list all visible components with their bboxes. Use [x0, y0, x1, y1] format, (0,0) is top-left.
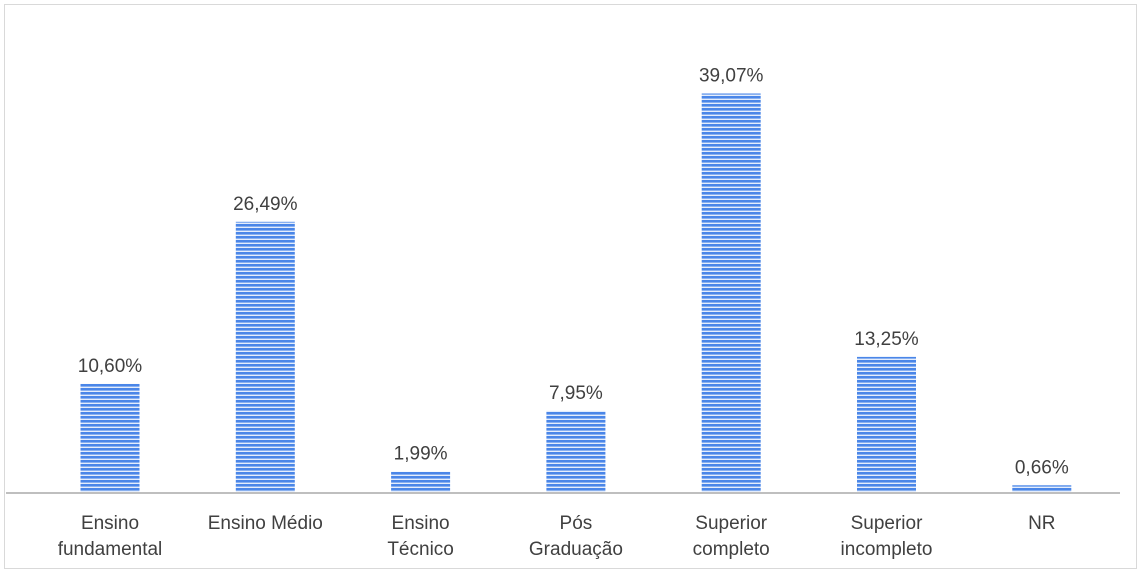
category-label-4-line-0: Superior: [695, 513, 767, 534]
bar-2: [391, 471, 451, 492]
data-label-1: 26,49%: [233, 194, 298, 215]
category-label-2-line-0: Ensino: [392, 513, 450, 534]
data-label-2: 1,99%: [394, 444, 448, 465]
labels-layer: 10,60% 26,49% 1,99% 7,95% 39,07% 13,25% 0,66%: [78, 66, 1069, 479]
bar-4: [701, 93, 761, 492]
bar-0: [80, 383, 140, 492]
data-label-4: 39,07%: [699, 66, 764, 87]
category-label-3-line-0: Pós: [560, 513, 593, 534]
data-label-3: 7,95%: [549, 383, 603, 404]
data-label-5: 13,25%: [854, 329, 919, 350]
bar-6: [1012, 485, 1072, 492]
bars-layer: [80, 93, 1072, 493]
category-label-1-line-0: Ensino Médio: [208, 513, 323, 534]
data-label-6: 0,66%: [1015, 457, 1069, 478]
bar-5: [857, 356, 916, 492]
category-label-5-line-1: incompleto: [841, 539, 933, 560]
category-label-2-line-1: Técnico: [387, 539, 454, 560]
category-label-3-line-1: Graduação: [529, 539, 623, 560]
bar-1: [235, 221, 295, 493]
bar-3: [546, 410, 606, 492]
data-label-0: 10,60%: [78, 356, 143, 377]
category-label-4-line-1: completo: [693, 539, 770, 560]
category-label-0-line-1: fundamental: [58, 539, 163, 560]
category-labels-layer: Ensino fundamental Ensino Médio Ensino Técni…: [58, 513, 1056, 560]
category-label-6-line-0: NR: [1028, 513, 1055, 534]
category-label-0-line-0: Ensino: [81, 513, 139, 534]
category-label-5-line-0: Superior: [851, 513, 923, 534]
